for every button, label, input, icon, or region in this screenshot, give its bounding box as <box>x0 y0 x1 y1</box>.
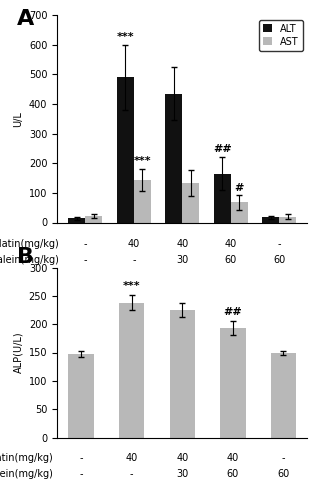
Text: 30: 30 <box>176 255 188 265</box>
Text: -: - <box>277 239 281 249</box>
Bar <box>165 94 182 222</box>
Legend: ALT, AST: ALT, AST <box>259 20 303 50</box>
Text: 40: 40 <box>224 239 237 249</box>
Y-axis label: ALP(U/L): ALP(U/L) <box>13 332 23 374</box>
Text: -: - <box>282 454 285 464</box>
Text: ***: *** <box>133 156 151 166</box>
Text: -: - <box>84 255 87 265</box>
Text: Cisplatin(mg/kg): Cisplatin(mg/kg) <box>0 454 53 464</box>
Bar <box>271 353 296 438</box>
Text: -: - <box>84 239 87 249</box>
Bar <box>68 218 85 222</box>
Bar <box>85 216 102 222</box>
Bar <box>170 310 195 438</box>
Text: 40: 40 <box>128 239 140 249</box>
Bar <box>262 217 279 222</box>
Text: -: - <box>79 454 83 464</box>
Text: ##: ## <box>213 144 232 154</box>
Text: 30: 30 <box>176 469 188 479</box>
Text: 40: 40 <box>227 454 239 464</box>
Bar <box>220 328 245 438</box>
Text: ***: *** <box>123 280 140 290</box>
Text: A: A <box>17 9 34 29</box>
Text: 60: 60 <box>227 469 239 479</box>
Text: Baicalein(mg/kg): Baicalein(mg/kg) <box>0 255 59 265</box>
Text: Baicalein(mg/kg): Baicalein(mg/kg) <box>0 469 53 479</box>
Bar <box>231 202 248 222</box>
Text: -: - <box>132 255 136 265</box>
Bar <box>117 77 134 223</box>
Text: 60: 60 <box>277 469 290 479</box>
Text: ***: *** <box>117 32 134 42</box>
Bar <box>182 183 199 222</box>
Text: #: # <box>235 182 244 192</box>
Y-axis label: U/L: U/L <box>13 111 23 126</box>
Bar <box>214 174 231 222</box>
Text: B: B <box>17 247 34 267</box>
Text: 60: 60 <box>224 255 237 265</box>
Text: 60: 60 <box>273 255 285 265</box>
Text: ##: ## <box>223 307 242 317</box>
Text: 40: 40 <box>176 239 188 249</box>
Text: Cisplatin(mg/kg): Cisplatin(mg/kg) <box>0 239 59 249</box>
Text: -: - <box>79 469 83 479</box>
Text: -: - <box>130 469 133 479</box>
Bar <box>119 302 144 438</box>
Bar <box>134 180 151 222</box>
Text: 40: 40 <box>176 454 188 464</box>
Bar <box>279 216 296 222</box>
Text: 40: 40 <box>126 454 138 464</box>
Bar <box>68 354 94 438</box>
